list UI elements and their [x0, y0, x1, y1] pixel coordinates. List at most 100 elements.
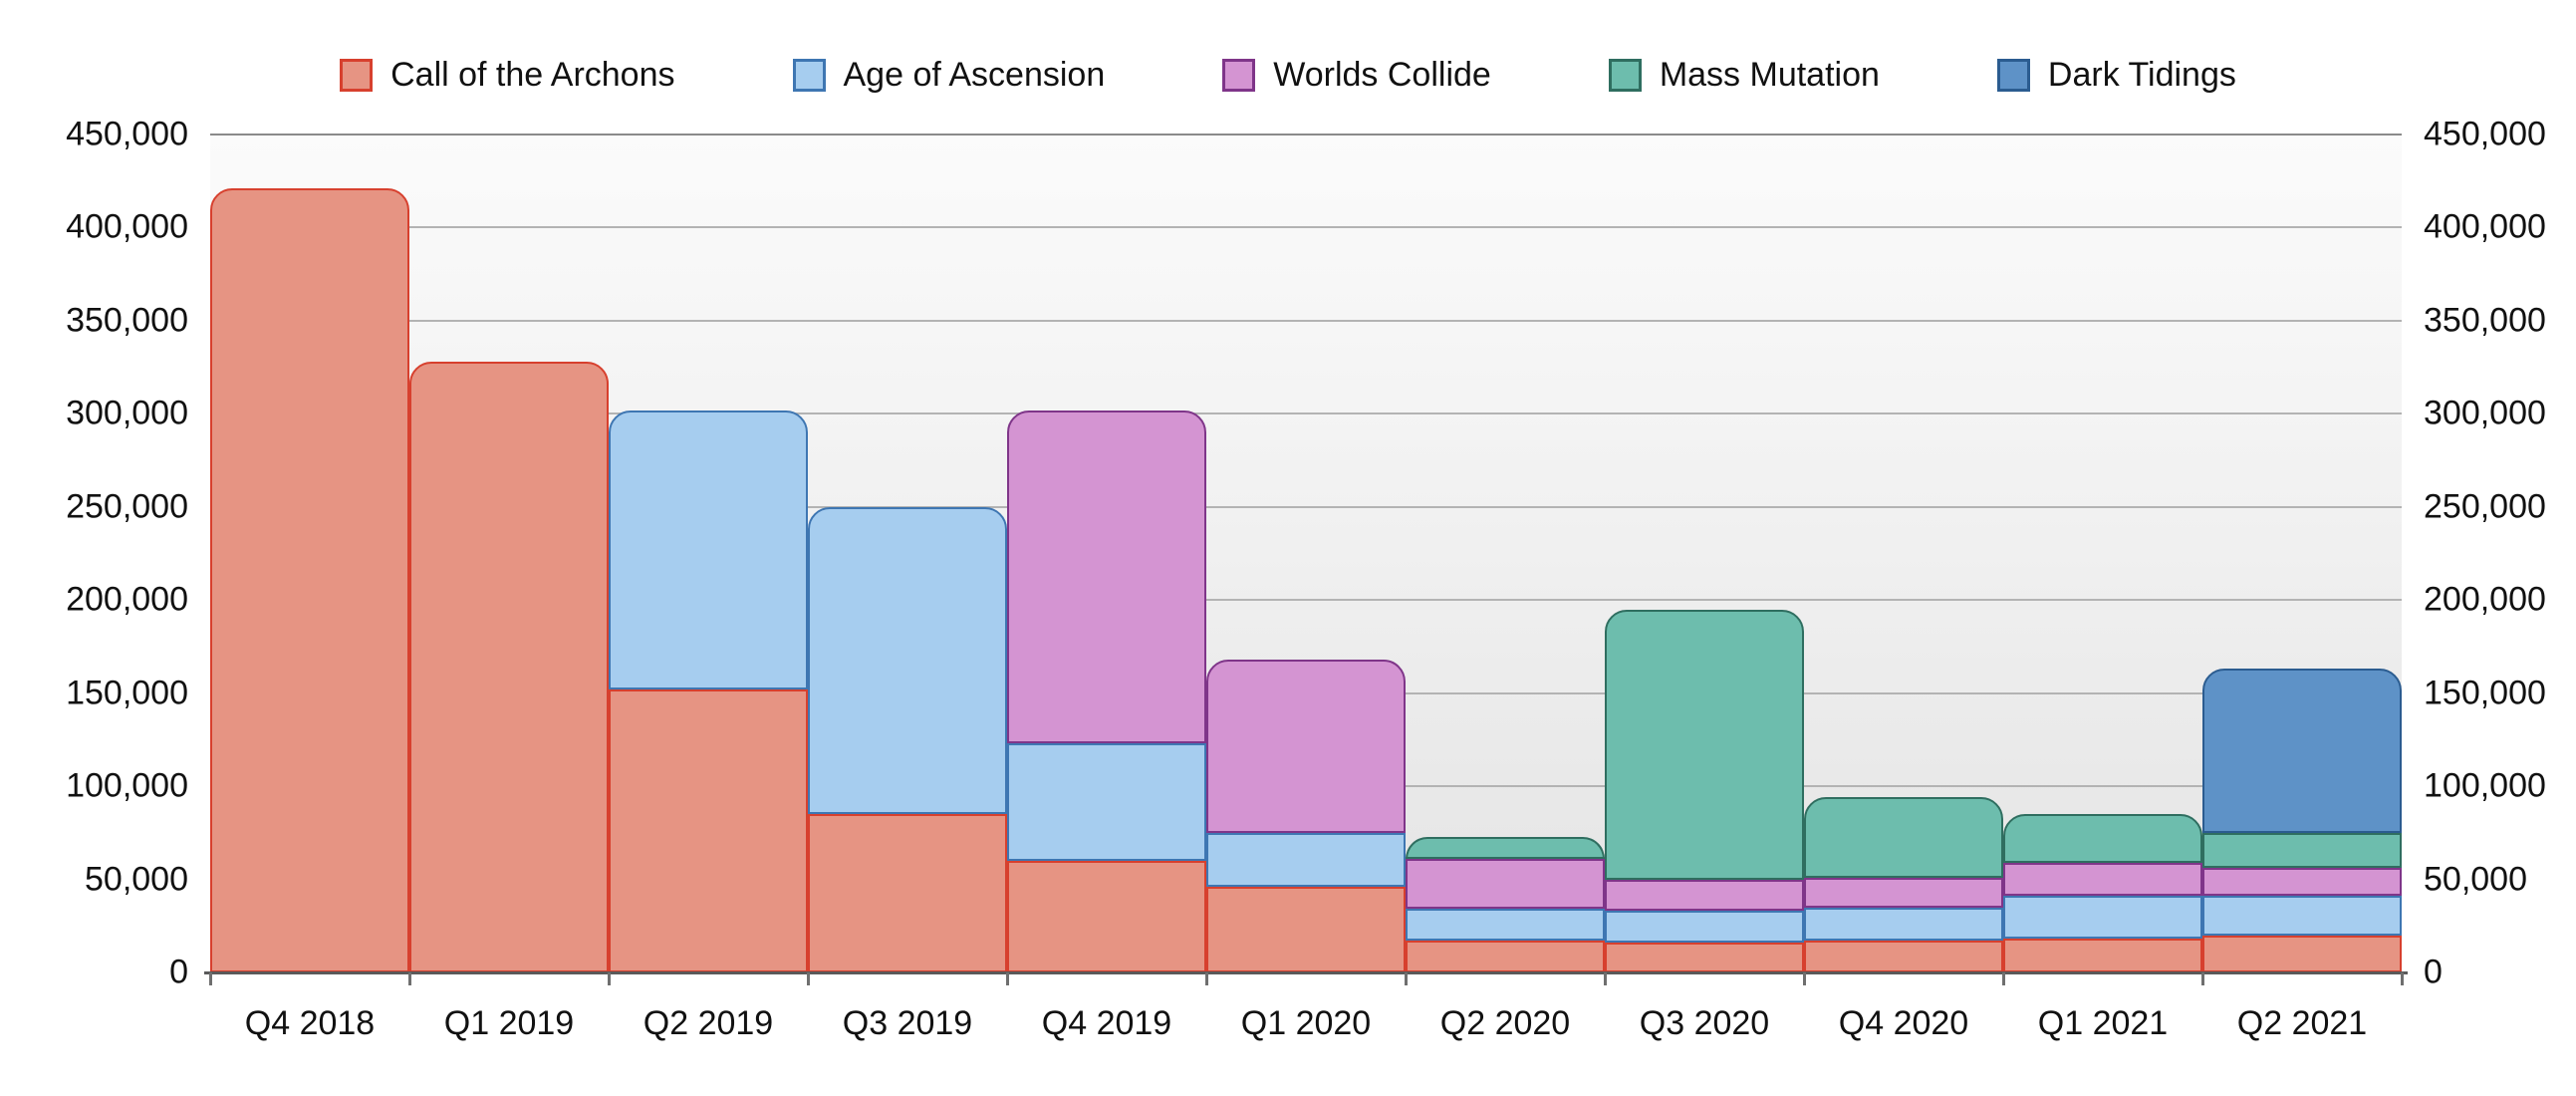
- bar-q2-2019: [609, 135, 808, 972]
- segment-call-of-the-archons-q1-2019[interactable]: [409, 362, 609, 972]
- legend-label: Age of Ascension: [843, 56, 1106, 94]
- x-axis-label-q2-2020: Q2 2020: [1439, 1004, 1571, 1042]
- legend-swatch-age-of-ascension: [792, 59, 826, 92]
- bar-q2-2021: [2202, 135, 2402, 972]
- chart-legend: Call of the Archons Age of Ascension World…: [0, 56, 2576, 95]
- x-axis-label-q1-2020: Q1 2020: [1240, 1004, 1372, 1042]
- y-tick-label-right: 150,000: [2424, 674, 2546, 712]
- x-axis-tick: [1205, 972, 1208, 985]
- x-axis-tick: [807, 972, 810, 985]
- gridline-250000: [210, 505, 2402, 508]
- y-tick-label-left: 0: [169, 953, 188, 991]
- x-axis-tick: [2002, 972, 2005, 985]
- x-axis-tick: [209, 972, 212, 985]
- segment-worlds-collide-q4-2020[interactable]: [1804, 877, 2003, 908]
- x-axis-label-q2-2021: Q2 2021: [2236, 1004, 2368, 1042]
- segment-call-of-the-archons-q4-2019[interactable]: [1007, 860, 1206, 972]
- x-axis-tick: [608, 972, 611, 985]
- segment-mass-mutation-q2-2021[interactable]: [2202, 832, 2402, 869]
- segment-call-of-the-archons-q3-2020[interactable]: [1605, 943, 1804, 972]
- segment-call-of-the-archons-q2-2020[interactable]: [1406, 941, 1605, 972]
- segment-age-of-ascension-q2-2019[interactable]: [609, 410, 808, 689]
- x-axis-tick: [2201, 972, 2204, 985]
- x-axis-tick: [2401, 972, 2404, 985]
- x-axis-tick: [1604, 972, 1607, 985]
- bar-q2-2020: [1406, 135, 1605, 972]
- segment-age-of-ascension-q3-2020[interactable]: [1605, 911, 1804, 944]
- x-axis-label-q4-2018: Q4 2018: [244, 1004, 376, 1042]
- segment-call-of-the-archons-q4-2018[interactable]: [210, 188, 409, 972]
- x-axis-tick: [1006, 972, 1009, 985]
- y-tick-label-right: 450,000: [2424, 115, 2546, 153]
- segment-age-of-ascension-q4-2020[interactable]: [1804, 907, 2003, 942]
- legend-item-worlds-collide[interactable]: Worlds Collide: [1222, 56, 1491, 95]
- y-tick-label-left: 150,000: [66, 674, 188, 712]
- gridline-350000: [210, 319, 2402, 322]
- x-axis-line: [204, 971, 2408, 974]
- segment-call-of-the-archons-q4-2020[interactable]: [1804, 941, 2003, 972]
- y-tick-label-left: 450,000: [66, 115, 188, 153]
- segment-worlds-collide-q2-2020[interactable]: [1406, 859, 1605, 910]
- y-tick-label-left: 200,000: [66, 580, 188, 619]
- segment-age-of-ascension-q1-2020[interactable]: [1206, 832, 1406, 888]
- y-tick-label-right: 50,000: [2424, 860, 2527, 899]
- segment-mass-mutation-q1-2021[interactable]: [2003, 814, 2202, 863]
- segment-call-of-the-archons-q2-2021[interactable]: [2202, 935, 2402, 972]
- y-tick-label-right: 250,000: [2424, 487, 2546, 526]
- x-axis-label-q1-2019: Q1 2019: [443, 1004, 575, 1042]
- x-axis-label-q1-2021: Q1 2021: [2037, 1004, 2169, 1042]
- y-tick-label-right: 0: [2424, 953, 2443, 991]
- bar-q1-2021: [2003, 135, 2202, 972]
- legend-item-age-of-ascension[interactable]: Age of Ascension: [792, 56, 1106, 95]
- x-axis-tick: [408, 972, 411, 985]
- x-axis-label-q2-2019: Q2 2019: [643, 1004, 774, 1042]
- y-tick-label-left: 300,000: [66, 394, 188, 432]
- x-axis-tick: [1405, 972, 1408, 985]
- legend-item-mass-mutation[interactable]: Mass Mutation: [1608, 56, 1880, 95]
- legend-swatch-worlds-collide: [1222, 59, 1256, 92]
- x-axis-label-q4-2019: Q4 2019: [1041, 1004, 1172, 1042]
- bar-q4-2020: [1804, 135, 2003, 972]
- legend-item-call-of-the-archons[interactable]: Call of the Archons: [340, 56, 675, 95]
- legend-swatch-dark-tidings: [1996, 59, 2030, 92]
- segment-dark-tidings-q2-2021[interactable]: [2202, 669, 2402, 833]
- x-axis-label-q3-2019: Q3 2019: [842, 1004, 973, 1042]
- segment-call-of-the-archons-q2-2019[interactable]: [609, 688, 808, 972]
- segment-mass-mutation-q2-2020[interactable]: [1406, 836, 1605, 859]
- bar-q4-2018: [210, 135, 409, 972]
- segment-call-of-the-archons-q1-2021[interactable]: [2003, 939, 2202, 972]
- segment-age-of-ascension-q2-2021[interactable]: [2202, 896, 2402, 936]
- legend-label: Mass Mutation: [1659, 56, 1880, 94]
- segment-age-of-ascension-q2-2020[interactable]: [1406, 909, 1605, 942]
- gridline-300000: [210, 412, 2402, 415]
- legend-label: Worlds Collide: [1273, 56, 1491, 94]
- y-tick-label-left: 100,000: [66, 766, 188, 805]
- y-tick-label-right: 350,000: [2424, 301, 2546, 340]
- segment-mass-mutation-q4-2020[interactable]: [1804, 797, 2003, 878]
- x-axis-tick: [1803, 972, 1806, 985]
- segment-age-of-ascension-q4-2019[interactable]: [1007, 743, 1206, 861]
- bar-q4-2019: [1007, 135, 1206, 972]
- legend-swatch-mass-mutation: [1608, 59, 1642, 92]
- segment-age-of-ascension-q3-2019[interactable]: [808, 506, 1007, 815]
- segment-call-of-the-archons-q1-2020[interactable]: [1206, 887, 1406, 972]
- legend-label: Call of the Archons: [390, 56, 675, 94]
- bar-q3-2019: [808, 135, 1007, 972]
- legend-swatch-call-of-the-archons: [340, 59, 374, 92]
- segment-age-of-ascension-q1-2021[interactable]: [2003, 896, 2202, 940]
- x-axis-label-q3-2020: Q3 2020: [1639, 1004, 1770, 1042]
- segment-worlds-collide-q1-2021[interactable]: [2003, 862, 2202, 897]
- segment-worlds-collide-q2-2021[interactable]: [2202, 868, 2402, 897]
- legend-item-dark-tidings[interactable]: Dark Tidings: [1996, 56, 2236, 95]
- segment-worlds-collide-q1-2020[interactable]: [1206, 660, 1406, 833]
- gridline-200000: [210, 599, 2402, 602]
- y-tick-label-left: 250,000: [66, 487, 188, 526]
- segment-mass-mutation-q3-2020[interactable]: [1605, 609, 1804, 880]
- segment-worlds-collide-q3-2020[interactable]: [1605, 879, 1804, 912]
- segment-worlds-collide-q4-2019[interactable]: [1007, 410, 1206, 744]
- y-tick-label-right: 400,000: [2424, 207, 2546, 246]
- x-axis-label-q4-2020: Q4 2020: [1838, 1004, 1969, 1042]
- segment-call-of-the-archons-q3-2019[interactable]: [808, 814, 1007, 972]
- y-tick-label-right: 200,000: [2424, 580, 2546, 619]
